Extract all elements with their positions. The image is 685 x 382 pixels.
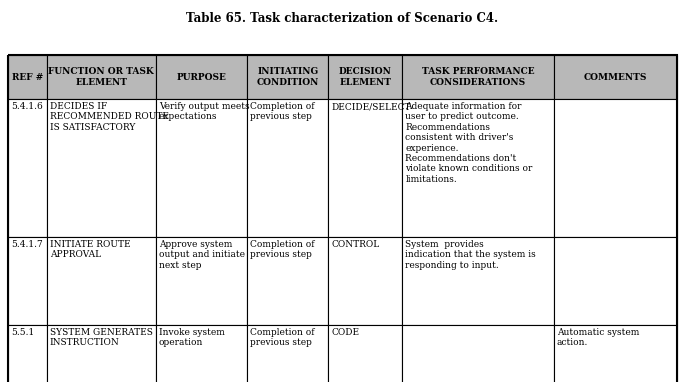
Bar [247, 325, 328, 382]
Bar [553, 325, 677, 382]
Bar [328, 325, 402, 382]
Bar [8, 325, 47, 382]
Text: PURPOSE: PURPOSE [177, 73, 227, 81]
Bar [328, 237, 402, 325]
Text: Automatic system
action.: Automatic system action. [557, 328, 639, 347]
Bar [47, 55, 156, 99]
Bar [8, 55, 47, 99]
Text: Completion of
previous step: Completion of previous step [251, 328, 315, 347]
Text: INITIATE ROUTE
APPROVAL: INITIATE ROUTE APPROVAL [50, 240, 130, 259]
Text: Verify output meets
expectations: Verify output meets expectations [159, 102, 249, 121]
Bar [402, 99, 553, 237]
Bar [47, 99, 156, 237]
Bar [402, 237, 553, 325]
Text: DECIDES IF
RECOMMENDED ROUTE
IS SATISFACTORY: DECIDES IF RECOMMENDED ROUTE IS SATISFAC… [50, 102, 169, 132]
Text: 5.4.1.6: 5.4.1.6 [11, 102, 42, 111]
Text: REF #: REF # [12, 73, 43, 81]
Bar [156, 55, 247, 99]
Bar [8, 237, 47, 325]
Text: SYSTEM GENERATES
INSTRUCTION: SYSTEM GENERATES INSTRUCTION [50, 328, 153, 347]
Text: CODE: CODE [332, 328, 360, 337]
Bar [328, 99, 402, 237]
Text: DECISION
ELEMENT: DECISION ELEMENT [339, 67, 392, 87]
Bar [553, 55, 677, 99]
Bar [156, 325, 247, 382]
Text: Completion of
previous step: Completion of previous step [251, 240, 315, 259]
Bar [156, 99, 247, 237]
Bar [47, 237, 156, 325]
Text: System  provides
indication that the system is
responding to input.: System provides indication that the syst… [406, 240, 536, 270]
Bar [8, 99, 47, 237]
Bar [156, 237, 247, 325]
Bar [553, 99, 677, 237]
Text: Adequate information for
user to predict outcome.
Recommendations
consistent wit: Adequate information for user to predict… [406, 102, 533, 184]
Text: Invoke system
operation: Invoke system operation [159, 328, 225, 347]
Bar [553, 237, 677, 325]
Text: DECIDE/SELECT: DECIDE/SELECT [332, 102, 411, 111]
Text: 5.5.1: 5.5.1 [11, 328, 34, 337]
Bar [47, 325, 156, 382]
Bar [247, 99, 328, 237]
Text: 5.4.1.7: 5.4.1.7 [11, 240, 42, 249]
Bar [247, 55, 328, 99]
Bar [247, 237, 328, 325]
Bar [402, 55, 553, 99]
Text: Table 65. Task characterization of Scenario C4.: Table 65. Task characterization of Scena… [186, 11, 499, 24]
Text: FUNCTION OR TASK
ELEMENT: FUNCTION OR TASK ELEMENT [49, 67, 154, 87]
Bar [328, 55, 402, 99]
Text: TASK PERFORMANCE
CONSIDERATIONS: TASK PERFORMANCE CONSIDERATIONS [422, 67, 534, 87]
Text: INITIATING
CONDITION: INITIATING CONDITION [257, 67, 319, 87]
Text: COMMENTS: COMMENTS [584, 73, 647, 81]
Text: CONTROL: CONTROL [332, 240, 379, 249]
Text: Approve system
output and initiate
next step: Approve system output and initiate next … [159, 240, 245, 270]
Text: Completion of
previous step: Completion of previous step [251, 102, 315, 121]
Bar [402, 325, 553, 382]
